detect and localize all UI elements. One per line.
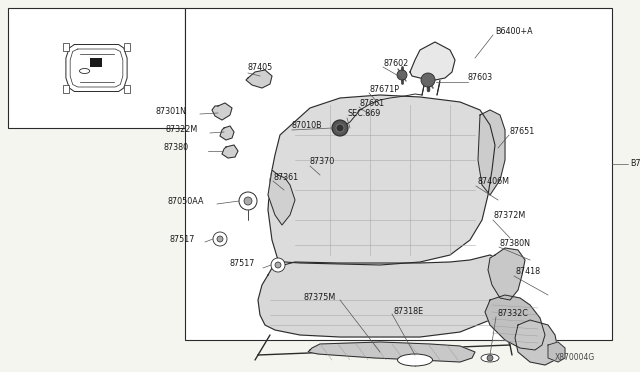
Text: 87322M: 87322M <box>165 125 197 135</box>
Ellipse shape <box>397 354 433 366</box>
Text: 87372M: 87372M <box>494 211 526 219</box>
Text: 87517: 87517 <box>170 234 195 244</box>
Text: 87406M: 87406M <box>477 177 509 186</box>
Polygon shape <box>222 145 238 158</box>
Circle shape <box>217 236 223 242</box>
Circle shape <box>397 70 407 80</box>
Polygon shape <box>308 342 475 362</box>
Text: B6400+A: B6400+A <box>495 28 532 36</box>
Polygon shape <box>548 342 565 362</box>
Text: 87405: 87405 <box>248 64 273 73</box>
Circle shape <box>275 262 281 268</box>
Circle shape <box>421 73 435 87</box>
Text: B7050: B7050 <box>630 160 640 169</box>
Polygon shape <box>478 110 505 195</box>
Circle shape <box>271 258 285 272</box>
Polygon shape <box>268 170 295 225</box>
Text: 87301N: 87301N <box>155 106 186 115</box>
Polygon shape <box>212 103 232 120</box>
Text: 87651: 87651 <box>509 126 534 135</box>
Circle shape <box>332 120 348 136</box>
Bar <box>90 58 102 67</box>
Text: 87370: 87370 <box>310 157 335 167</box>
Circle shape <box>239 192 257 210</box>
Circle shape <box>336 124 344 132</box>
Text: 87380: 87380 <box>163 144 188 153</box>
Text: 87361: 87361 <box>274 173 299 183</box>
Text: 87517: 87517 <box>230 260 255 269</box>
Text: 87010B: 87010B <box>292 122 323 131</box>
Bar <box>63 85 69 93</box>
Polygon shape <box>485 295 545 350</box>
Ellipse shape <box>79 68 90 74</box>
Polygon shape <box>515 320 558 365</box>
Text: 87418: 87418 <box>515 267 540 276</box>
Bar <box>124 43 130 51</box>
Bar <box>185 8 612 340</box>
Text: 87603: 87603 <box>468 74 493 83</box>
Polygon shape <box>246 70 272 88</box>
Bar <box>8 8 185 128</box>
Circle shape <box>244 197 252 205</box>
Polygon shape <box>268 95 495 265</box>
Polygon shape <box>410 42 455 80</box>
Ellipse shape <box>481 354 499 362</box>
Text: 87050AA: 87050AA <box>168 196 205 205</box>
Bar <box>63 43 69 51</box>
Text: X870004G: X870004G <box>555 353 595 362</box>
Text: 87318E: 87318E <box>393 307 423 315</box>
Text: 87671P: 87671P <box>370 86 400 94</box>
Polygon shape <box>258 255 510 337</box>
Bar <box>124 85 130 93</box>
Polygon shape <box>488 248 525 300</box>
Text: 87661: 87661 <box>360 99 385 108</box>
Text: 87332C: 87332C <box>497 310 528 318</box>
Text: SEC.869: SEC.869 <box>348 109 381 119</box>
Text: 87602: 87602 <box>384 58 409 67</box>
Circle shape <box>213 232 227 246</box>
Polygon shape <box>220 126 234 140</box>
Text: 87380N: 87380N <box>500 238 531 247</box>
Circle shape <box>487 355 493 361</box>
Text: 87375M: 87375M <box>303 292 335 301</box>
